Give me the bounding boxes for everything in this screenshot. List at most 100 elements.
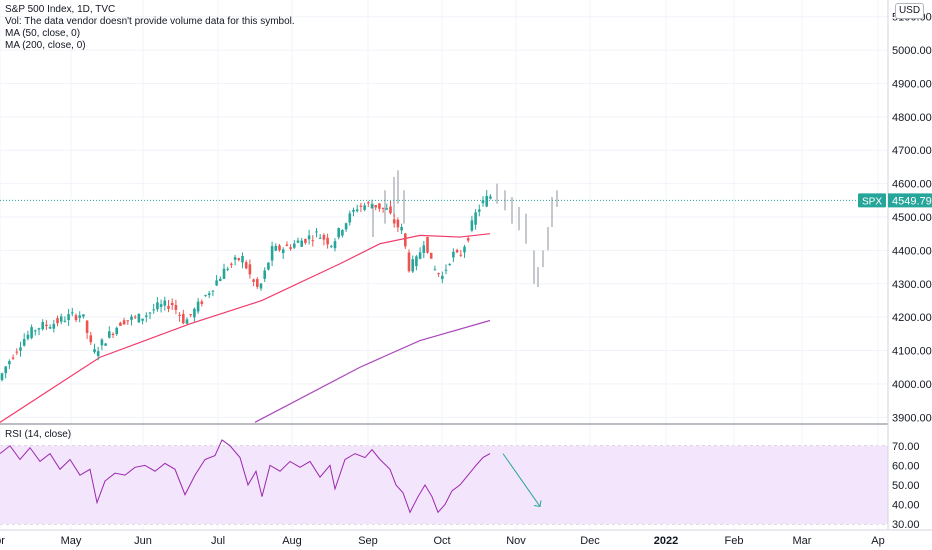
candle-body bbox=[78, 315, 81, 318]
candle-body bbox=[34, 330, 37, 332]
candle-body bbox=[159, 304, 163, 307]
time-axis-label: Jul bbox=[211, 535, 225, 547]
candle-body bbox=[441, 275, 444, 280]
candle-body bbox=[322, 234, 326, 240]
candle-body bbox=[444, 269, 448, 271]
legend-ma200[interactable]: MA (200, close, 0) bbox=[5, 40, 86, 51]
price-axis-label: 4700.00 bbox=[892, 145, 932, 157]
ma200-line bbox=[254, 319, 491, 423]
candle-body bbox=[11, 357, 15, 359]
candle-body bbox=[400, 227, 403, 231]
candle-body bbox=[22, 339, 26, 346]
rsi-path bbox=[0, 439, 491, 514]
rsi-axis-label: 40.00 bbox=[892, 500, 920, 512]
candle-body bbox=[396, 219, 400, 228]
candle-body bbox=[278, 245, 281, 251]
candle-body bbox=[333, 241, 337, 249]
candle-body bbox=[219, 278, 222, 281]
candle-body bbox=[252, 279, 255, 282]
candle-body bbox=[385, 208, 389, 210]
price-axis[interactable]: 5100.005000.004900.004800.004700.004600.… bbox=[892, 12, 932, 425]
candle-body bbox=[207, 293, 211, 296]
candle-body bbox=[374, 204, 377, 208]
candle-body bbox=[289, 247, 292, 249]
time-axis-label: Sep bbox=[358, 535, 378, 547]
candle-body bbox=[256, 279, 259, 287]
price-axis-label: 5000.00 bbox=[892, 45, 932, 57]
candle-body bbox=[344, 223, 348, 230]
candle-body bbox=[326, 237, 329, 245]
candle-body bbox=[392, 219, 396, 224]
candle-body bbox=[330, 245, 333, 247]
candle-body bbox=[115, 327, 118, 335]
candle-body bbox=[466, 238, 470, 241]
time-axis-label: 2022 bbox=[654, 535, 678, 547]
candle-body bbox=[337, 228, 340, 238]
legend-ma50[interactable]: MA (50, close, 0) bbox=[5, 28, 81, 39]
candle-body bbox=[311, 240, 315, 242]
candle-body bbox=[455, 250, 459, 253]
price-axis-label: 4800.00 bbox=[892, 112, 932, 124]
candle-body bbox=[19, 347, 22, 351]
candle-body bbox=[404, 233, 407, 247]
currency-button[interactable]: USD bbox=[895, 3, 924, 19]
rsi-line bbox=[0, 439, 491, 514]
candle-body bbox=[185, 319, 189, 324]
rsi-axis-label: 50.00 bbox=[892, 480, 920, 492]
price-axis-label: 4200.00 bbox=[892, 312, 932, 324]
candle-body bbox=[15, 351, 19, 353]
candle-body bbox=[318, 237, 322, 239]
candle-body bbox=[100, 339, 104, 346]
candle-body bbox=[389, 206, 392, 214]
rsi-axis-label: 70.00 bbox=[892, 441, 920, 453]
price-tag: SPX 4549.79 bbox=[858, 193, 932, 208]
price-tag-value: 4549.79 bbox=[892, 195, 932, 207]
rsi-legend[interactable]: RSI (14, close) bbox=[5, 429, 72, 440]
candle-body bbox=[89, 335, 93, 343]
legend-title[interactable]: S&P 500 Index, 1D, TVC bbox=[5, 4, 116, 15]
candle-body bbox=[370, 204, 374, 209]
candle-body bbox=[426, 236, 429, 253]
candle-body bbox=[244, 262, 248, 269]
candle-body bbox=[200, 301, 204, 304]
time-axis-label: Dec bbox=[580, 535, 600, 547]
candle-body bbox=[474, 212, 477, 225]
time-axis-label: Oct bbox=[433, 535, 450, 547]
candle-body bbox=[222, 268, 226, 279]
candlestick-series[interactable] bbox=[0, 190, 492, 382]
candle-body bbox=[4, 366, 7, 374]
candle-body bbox=[274, 245, 278, 251]
projection-arrow[interactable] bbox=[502, 453, 542, 508]
candle-body bbox=[45, 324, 48, 327]
candle-body bbox=[437, 273, 440, 275]
candle-body bbox=[448, 263, 451, 265]
candle-body bbox=[82, 314, 85, 317]
candle-body bbox=[233, 257, 237, 260]
candle-body bbox=[67, 314, 70, 321]
candle-body bbox=[237, 258, 241, 261]
arrow-head bbox=[533, 500, 542, 508]
price-axis-label: 4100.00 bbox=[892, 346, 932, 358]
candle-body bbox=[463, 246, 466, 253]
candle-body bbox=[415, 256, 418, 267]
candle-body bbox=[74, 315, 78, 320]
candle-body bbox=[96, 351, 100, 357]
legend-volume-note[interactable]: Vol: The data vendor doesn't provide vol… bbox=[5, 16, 295, 27]
candle-body bbox=[267, 262, 270, 270]
rsi-axis-label: 30.00 bbox=[892, 519, 920, 531]
price-axis-label: 4300.00 bbox=[892, 279, 932, 291]
candle-body bbox=[182, 313, 185, 324]
price-axis-label: 4400.00 bbox=[892, 245, 932, 257]
time-axis-label: Ap bbox=[871, 535, 884, 547]
time-axis[interactable]: pr May Jun Jul Aug Sep Oct Nov Dec 2022 Feb Mar Ap bbox=[0, 535, 885, 547]
candle-body bbox=[348, 213, 352, 223]
candle-body bbox=[193, 308, 196, 318]
candle-body bbox=[215, 280, 218, 286]
candle-body bbox=[126, 320, 130, 322]
candle-body bbox=[478, 209, 481, 212]
candle-body bbox=[111, 333, 115, 336]
rsi-axis[interactable]: 70.00 60.00 50.00 40.00 30.00 bbox=[892, 441, 920, 531]
candle-body bbox=[130, 316, 133, 320]
candle-body bbox=[259, 283, 263, 289]
